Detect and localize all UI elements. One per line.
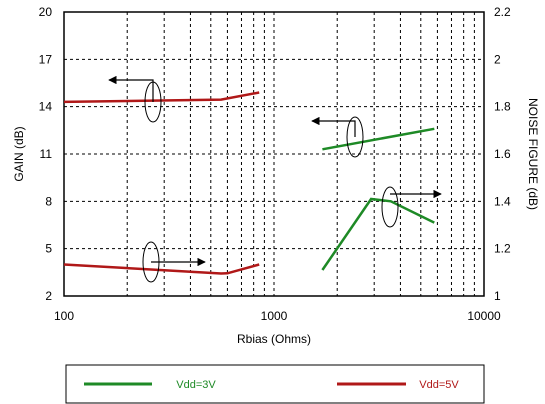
y-right-tick-label: 1 bbox=[494, 289, 501, 303]
series-line-vdd3v-right bbox=[321, 197, 435, 271]
annotation-green-nf bbox=[381, 186, 442, 228]
y-left-tick-label: 8 bbox=[45, 194, 52, 208]
annotation-ellipse bbox=[381, 186, 399, 228]
annotation-arrow-left bbox=[311, 116, 356, 137]
y-right-tick-label: 2.2 bbox=[494, 5, 511, 19]
annotation-arrow-left bbox=[108, 75, 154, 102]
y-left-tick-label: 5 bbox=[45, 242, 52, 256]
x-axis-title: Rbias (Ohms) bbox=[237, 332, 311, 346]
x-tick-label: 100 bbox=[54, 309, 74, 323]
y-right-tick-label: 1.6 bbox=[494, 147, 511, 161]
y-right-tick-label: 1.4 bbox=[494, 194, 511, 208]
y-right-tick-label: 1.8 bbox=[494, 100, 511, 114]
series-lines bbox=[63, 91, 435, 275]
y-left-tick-label: 20 bbox=[39, 5, 53, 19]
y-axis-left-title: GAIN (dB) bbox=[12, 126, 26, 181]
y-left-tick-label: 2 bbox=[45, 289, 52, 303]
grid bbox=[64, 12, 484, 296]
series-line-vdd5v-right bbox=[63, 263, 260, 275]
x-tick-label: 10000 bbox=[467, 309, 501, 323]
annotation-red-nf bbox=[142, 241, 206, 283]
series-line-vdd3v-left bbox=[322, 127, 435, 151]
legend-label-vdd5v: Vdd=5V bbox=[419, 379, 459, 391]
legend-label-vdd3v: Vdd=3V bbox=[176, 379, 216, 391]
annotations bbox=[108, 75, 442, 283]
y-right-tick-label: 2 bbox=[494, 52, 501, 66]
annotation-ellipse bbox=[346, 116, 364, 158]
ticks: 100 1000 10000 2 5 8 11 14 17 20 1 1.2 1.4 1.6 1.8 2 2.2 bbox=[39, 5, 511, 323]
plot-frame bbox=[63, 11, 485, 297]
y-axis-right-title: NOISE FIGURE (dB) bbox=[526, 98, 540, 210]
y-left-tick-label: 17 bbox=[39, 52, 53, 66]
legend: Vdd=3V Vdd=5V bbox=[65, 364, 485, 404]
annotation-green-gain bbox=[311, 116, 364, 158]
y-left-tick-label: 11 bbox=[40, 147, 53, 161]
y-left-tick-label: 14 bbox=[39, 100, 53, 114]
annotation-red-gain bbox=[108, 75, 162, 123]
series-line-vdd5v-left bbox=[63, 91, 260, 104]
x-tick-label: 1000 bbox=[261, 309, 288, 323]
y-right-tick-label: 1.2 bbox=[494, 242, 511, 256]
